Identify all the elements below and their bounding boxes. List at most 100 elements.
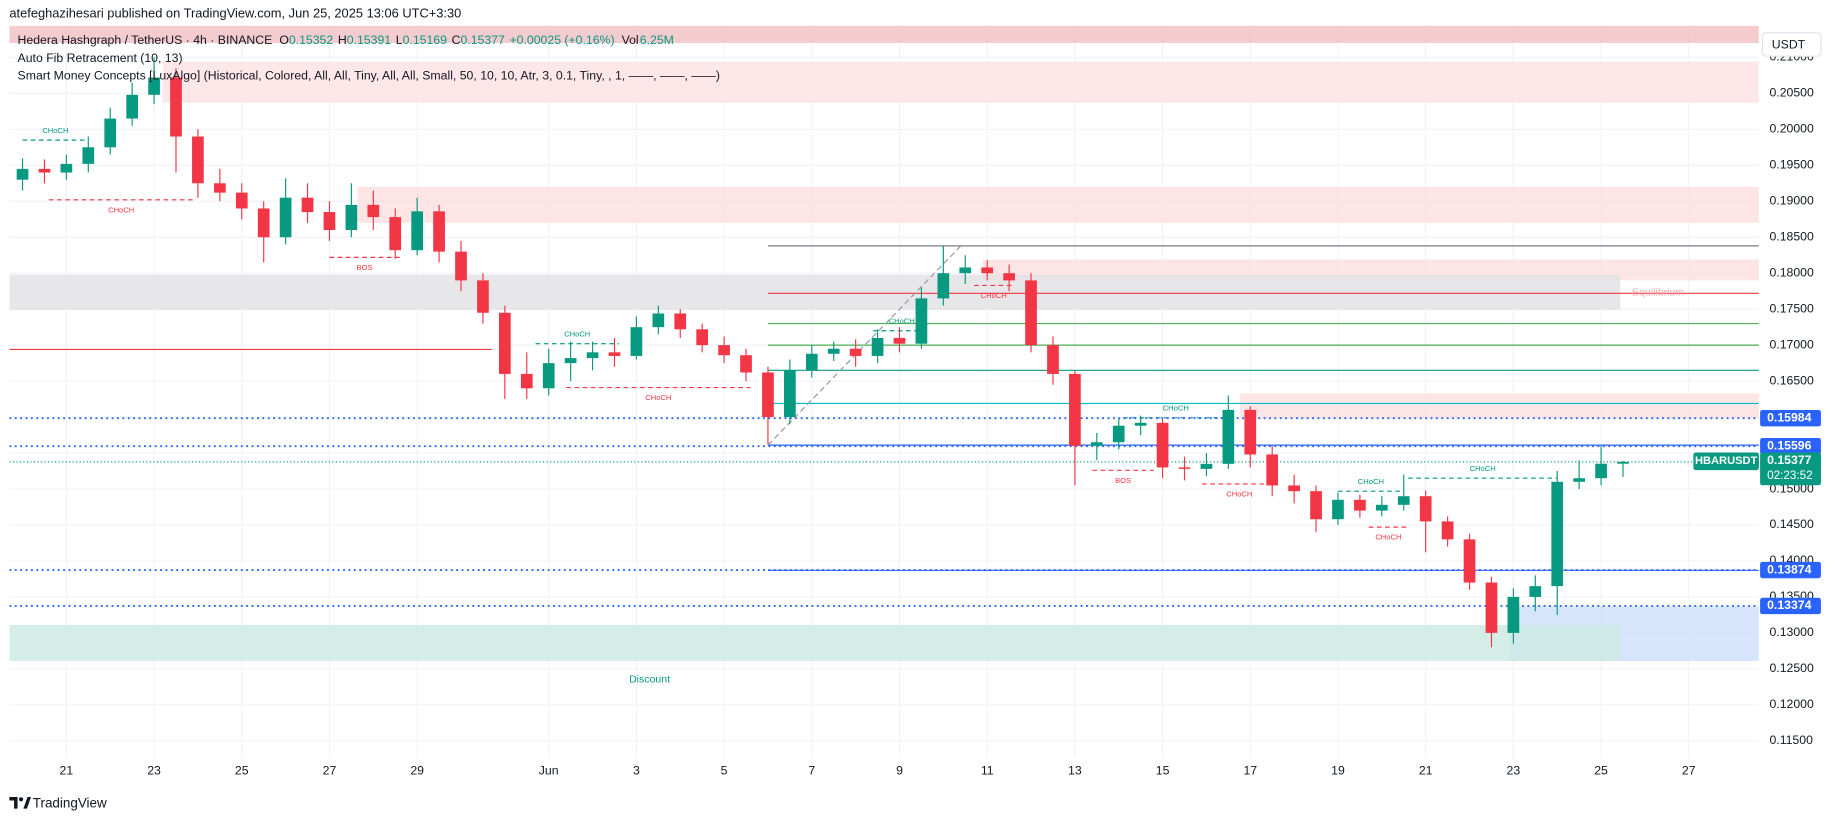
candle-body <box>871 337 884 356</box>
candle-body <box>893 337 906 344</box>
zone <box>9 274 1621 310</box>
structure-label: CHoCH <box>1470 464 1496 473</box>
candle-body <box>367 204 380 218</box>
candle-body <box>696 329 709 346</box>
candle-body <box>542 363 555 389</box>
price-badges: 0.15984 0.15596 0.13874 0.13374 0.15377 02:23… <box>1693 32 1822 615</box>
candle-body <box>148 77 160 95</box>
candle-body <box>1156 422 1169 468</box>
structure-label: CHoCH <box>889 316 915 325</box>
candle-body <box>959 267 972 274</box>
candle-body <box>279 197 292 238</box>
legend-item: 0.15377 <box>460 33 505 47</box>
x-tick-label: 29 <box>410 763 424 777</box>
price-level-badge <box>1760 561 1821 579</box>
candle-body <box>323 212 336 231</box>
candle-body <box>1332 499 1344 520</box>
x-tick-label: 5 <box>721 763 728 777</box>
structure-label: CHoCH <box>1226 490 1252 499</box>
zone <box>1240 393 1759 419</box>
price-level-label: 0.15596 <box>1767 438 1812 452</box>
candle-body <box>1047 345 1059 374</box>
candle-body <box>1397 496 1410 505</box>
countdown: 02:23:52 <box>1767 469 1813 482</box>
candle-body <box>1200 463 1213 469</box>
structure-label: BOS <box>357 263 373 272</box>
candle-body <box>937 273 950 299</box>
candle-body <box>1025 280 1037 346</box>
candle-body <box>1222 409 1235 464</box>
candle-body <box>652 313 665 328</box>
candles <box>16 57 1629 648</box>
candle-body <box>257 208 270 238</box>
legend-item: 0.15169 <box>403 33 448 47</box>
candle-body <box>520 373 533 389</box>
zone <box>162 61 1759 103</box>
y-tick-label: 0.13000 <box>1769 625 1814 639</box>
candle-body <box>1551 481 1564 587</box>
y-tick-label: 0.18000 <box>1769 265 1814 279</box>
structure-label: CHoCH <box>1358 477 1384 486</box>
candle-body <box>630 327 643 356</box>
zone-label: Equilibrium <box>1632 286 1684 298</box>
candle-body <box>1178 467 1191 469</box>
structure-label: CHoCH <box>981 291 1007 300</box>
x-tick-label: 25 <box>1594 763 1608 777</box>
candle-body <box>915 298 928 344</box>
y-tick-label: 0.17000 <box>1769 337 1814 351</box>
candle-body <box>38 168 51 173</box>
last-price-badge <box>1760 452 1821 486</box>
y-tick-label: 0.19500 <box>1769 158 1814 172</box>
price-level-label: 0.15984 <box>1767 410 1812 424</box>
x-tick-label: 3 <box>633 763 640 777</box>
price-level-badge <box>1760 597 1821 615</box>
y-tick-label: 0.16500 <box>1769 373 1814 387</box>
candle-body <box>1266 454 1279 486</box>
header: atefeghazihesari published on TradingVie… <box>9 5 720 82</box>
candle-body <box>213 183 226 193</box>
x-tick-label: 7 <box>808 763 815 777</box>
y-tick-label: 0.20500 <box>1769 86 1814 100</box>
candle-body <box>1288 485 1300 492</box>
candle-body <box>477 280 489 313</box>
x-tick-label: 9 <box>896 763 903 777</box>
legend-item: Hedera Hashgraph / TetherUS · 4h · BINAN… <box>18 33 273 47</box>
y-tick-label: 0.11500 <box>1769 733 1813 747</box>
candle-body <box>1529 586 1542 597</box>
candle-body <box>564 358 577 364</box>
candle-body <box>1134 422 1147 426</box>
candle-body <box>389 217 402 251</box>
legend-item: 0.15352 <box>289 33 334 47</box>
y-tick-label: 0.14500 <box>1769 517 1814 531</box>
legend-item: O <box>279 33 289 47</box>
candle-body <box>499 312 511 374</box>
candle-body <box>1090 442 1103 446</box>
currency-label: USDT <box>1772 37 1806 51</box>
candle-body <box>1244 409 1257 455</box>
candle-body <box>16 168 29 180</box>
candle-body <box>1507 596 1520 633</box>
candle-body <box>1617 461 1629 464</box>
x-tick-label: 27 <box>1682 763 1696 777</box>
legend-line: Hedera Hashgraph / TetherUS · 4h · BINAN… <box>18 33 674 47</box>
candle-body <box>981 267 994 274</box>
structure-label: BOS <box>1115 476 1131 485</box>
candle-body <box>1419 496 1432 522</box>
candle-body <box>1310 491 1322 520</box>
structure-label: CHoCH <box>42 126 68 135</box>
candle-body <box>1441 521 1454 540</box>
y-tick-label: 0.12000 <box>1769 697 1814 711</box>
candle-body <box>1595 463 1607 479</box>
candle-body <box>1354 499 1366 511</box>
candle-body <box>60 163 73 173</box>
candle-body <box>718 345 730 356</box>
structure-label: CHoCH <box>645 393 671 402</box>
candle-body <box>235 192 248 209</box>
legend-item: Vol <box>622 33 639 47</box>
symbol-label: HBARUSDT <box>1695 455 1758 467</box>
structure-label: CHoCH <box>1163 403 1189 412</box>
candle-body <box>784 370 796 418</box>
candle-body <box>849 348 862 356</box>
y-tick-label: 0.17500 <box>1769 301 1814 315</box>
